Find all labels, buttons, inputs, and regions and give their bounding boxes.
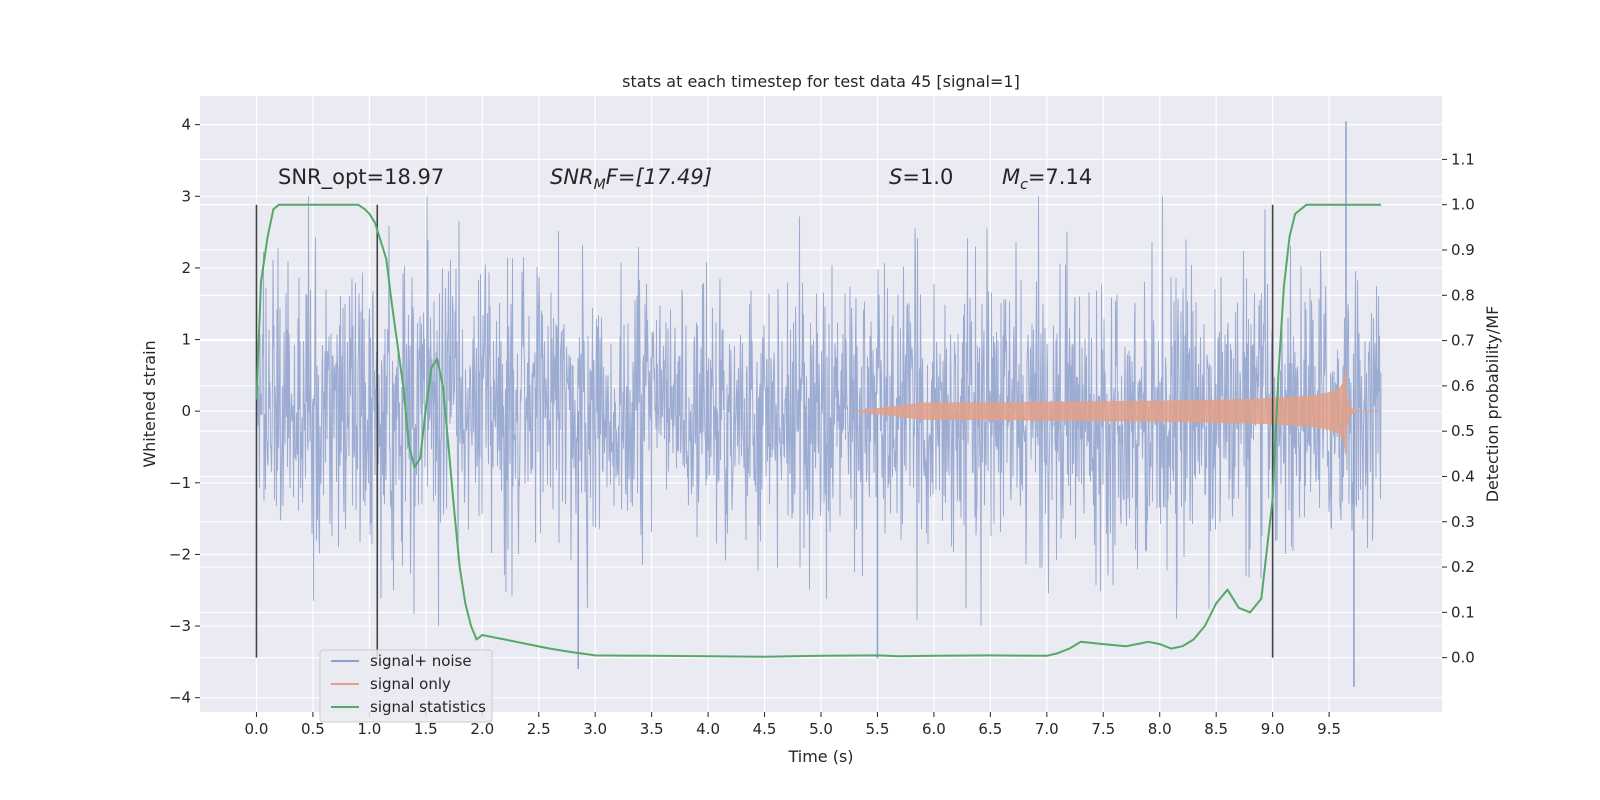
y2-tick-label: 1.1 [1451,150,1475,168]
legend-label-signal: signal only [370,675,451,693]
x-tick-label: 7.0 [1035,720,1059,738]
x-tick-label: 6.5 [978,720,1002,738]
y2-tick-label: 0.7 [1451,332,1475,350]
y-tick-label: 2 [181,259,191,277]
x-tick-label: 1.5 [414,720,438,738]
y2-tick-label: 0.6 [1451,377,1475,395]
annotation-mc-base: M [1002,165,1020,189]
annotation-snr-opt: SNR_opt=18.97 [278,165,444,190]
annotation-mc-sub: c [1020,177,1028,193]
y2-axis-label: Detection probability/MF [1483,306,1502,503]
legend: signal+ noise signal only signal statist… [319,649,493,723]
annotation-s: S=1.0 [889,165,953,189]
y2-tick-label: 0.2 [1451,558,1475,576]
y2-tick-label: 0.9 [1451,241,1475,259]
legend-box [319,649,493,723]
annotation-snr-mf-rest: F=[17.49] [606,165,712,189]
x-tick-label: 2.0 [470,720,494,738]
y-tick-label: 4 [181,116,191,134]
y-tick-label: −2 [169,545,191,563]
x-tick-label: 7.5 [1091,720,1115,738]
x-tick-label: 4.5 [753,720,777,738]
x-tick-label: 9.5 [1317,720,1341,738]
annotation-mc: Mc=7.14 [1002,165,1092,193]
x-tick-label: 8.5 [1204,720,1228,738]
series-signal-only [854,368,1381,455]
y-tick-label: 1 [181,331,191,349]
y-tick-label: 0 [181,402,191,420]
series-signal-noise [256,121,1382,687]
x-tick-label: 2.5 [527,720,551,738]
x-tick-label: 0.5 [301,720,325,738]
annotation-mc-rest: =7.14 [1028,165,1092,189]
annotation-s-rest: =1.0 [902,165,953,189]
legend-label-noise: signal+ noise [370,652,472,670]
y2-tick-label: 0.3 [1451,513,1475,531]
x-tick-label: 1.0 [357,720,381,738]
y-tick-label: −1 [169,474,191,492]
x-tick-label: 5.0 [809,720,833,738]
x-tick-label: 5.5 [866,720,890,738]
y-axis-ticks: 4 3 2 1 0 −1 −2 −3 −4 [169,116,200,707]
statistics-line [255,203,1381,658]
noise-trace [256,196,1382,627]
y2-tick-label: 0.8 [1451,286,1475,304]
x-tick-label: 0.0 [245,720,269,738]
x-tick-label: 9.0 [1261,720,1285,738]
series-signal-statistics [255,203,1381,658]
annotation-s-base: S [889,165,902,189]
y2-tick-label: 0.4 [1451,467,1475,485]
x-tick-label: 6.0 [922,720,946,738]
y2-tick-label: 0.0 [1451,649,1475,667]
x-tick-label: 3.0 [583,720,607,738]
y-tick-label: 3 [181,187,191,205]
signal-envelope [854,368,1381,455]
annotation-snr-mf: SNRMF=[17.49] [550,165,712,193]
y2-tick-label: 0.1 [1451,603,1475,621]
x-tick-label: 4.0 [696,720,720,738]
legend-label-statistics: signal statistics [370,698,486,716]
y-tick-label: −3 [169,617,191,635]
chart-title: stats at each timestep for test data 45 … [622,72,1020,91]
y2-tick-label: 1.0 [1451,196,1475,214]
x-tick-label: 3.5 [640,720,664,738]
x-axis-ticks: 0.0 0.5 1.0 1.5 2.0 2.5 3.0 3.5 4.0 4.5 5.0 5.5 6.0 6… [245,712,1341,738]
annotation-snr-mf-sub: M [594,177,606,193]
annotation-snr-mf-base: SNR [550,165,594,189]
y-axis-label: Whitened strain [140,340,159,467]
y2-tick-label: 0.5 [1451,422,1475,440]
y2-axis-ticks: 1.1 1.0 0.9 0.8 0.7 0.6 0.5 0.4 0.3 0.2 0.1 0.0 [1442,150,1475,667]
vertical-markers [255,204,1274,658]
y-tick-label: −4 [169,689,191,707]
x-tick-label: 8.0 [1148,720,1172,738]
x-axis-label: Time (s) [787,747,853,766]
